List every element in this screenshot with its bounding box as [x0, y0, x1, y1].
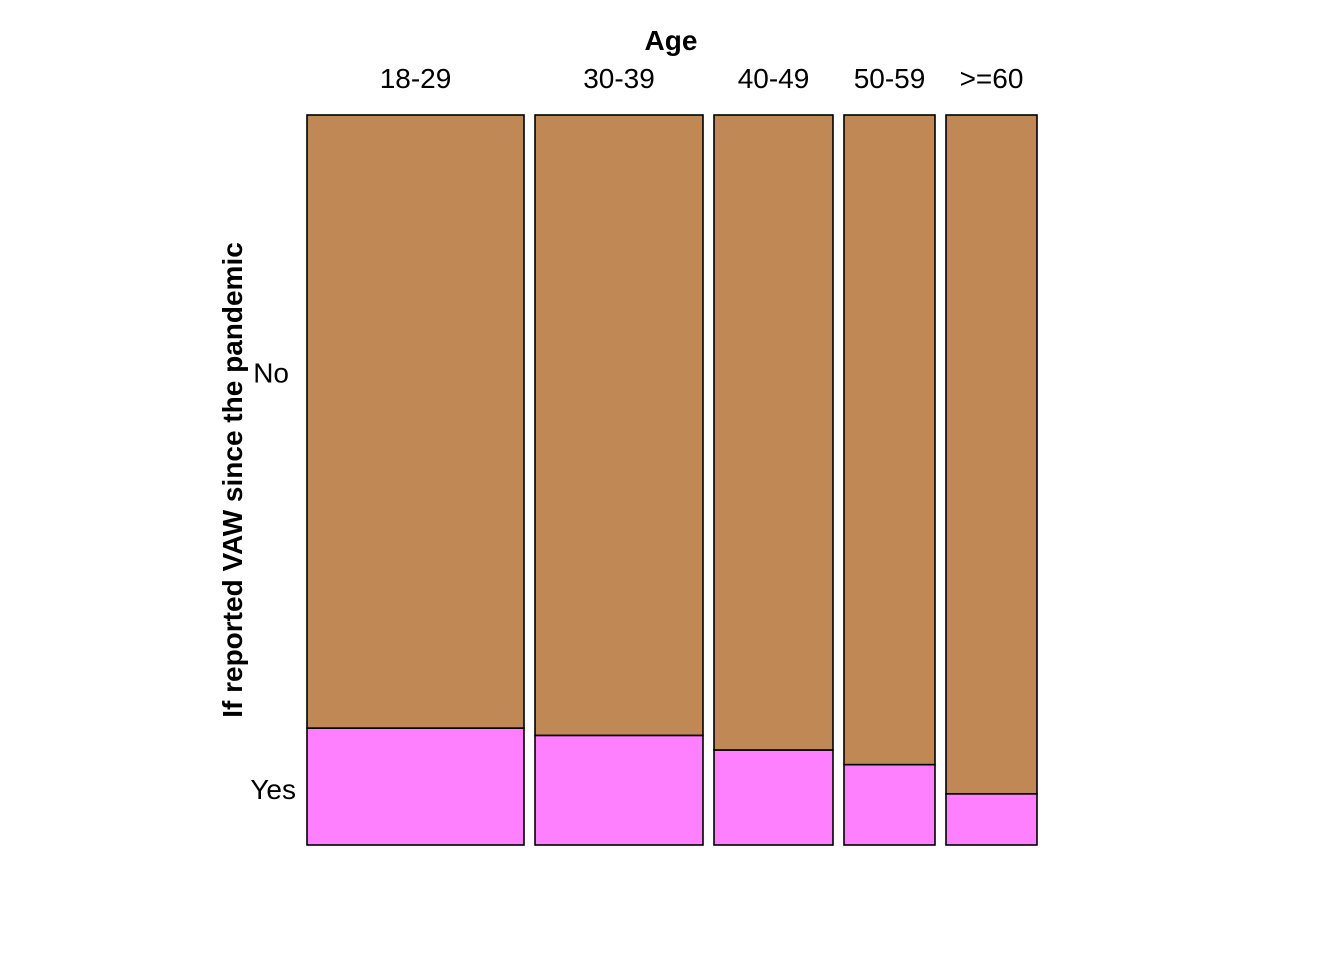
y-tick-label-yes: Yes [250, 774, 296, 805]
x-axis-title: Age [645, 25, 698, 56]
tile-no-3 [843, 114, 936, 766]
mosaic-tiles [306, 114, 1038, 846]
tile-yes-1 [534, 734, 704, 846]
y-tick-labels: No Yes [250, 358, 296, 805]
y-axis-title: If reported VAW since the pandemic [217, 242, 248, 718]
tile-yes-0 [306, 727, 525, 846]
x-tick-label-3: 50-59 [854, 63, 926, 94]
x-tick-labels: 18-29 30-39 40-49 50-59 >=60 [380, 63, 1024, 94]
x-tick-label-0: 18-29 [380, 63, 452, 94]
tile-no-4 [945, 114, 1038, 795]
x-tick-label-2: 40-49 [738, 63, 810, 94]
tile-yes-4 [945, 793, 1038, 846]
tile-no-2 [713, 114, 834, 751]
tile-no-1 [534, 114, 704, 737]
tile-yes-2 [713, 749, 834, 846]
y-tick-label-no: No [253, 358, 289, 389]
tile-no-0 [306, 114, 525, 730]
x-tick-label-4: >=60 [960, 63, 1024, 94]
tile-yes-3 [843, 763, 936, 846]
x-tick-label-1: 30-39 [583, 63, 655, 94]
